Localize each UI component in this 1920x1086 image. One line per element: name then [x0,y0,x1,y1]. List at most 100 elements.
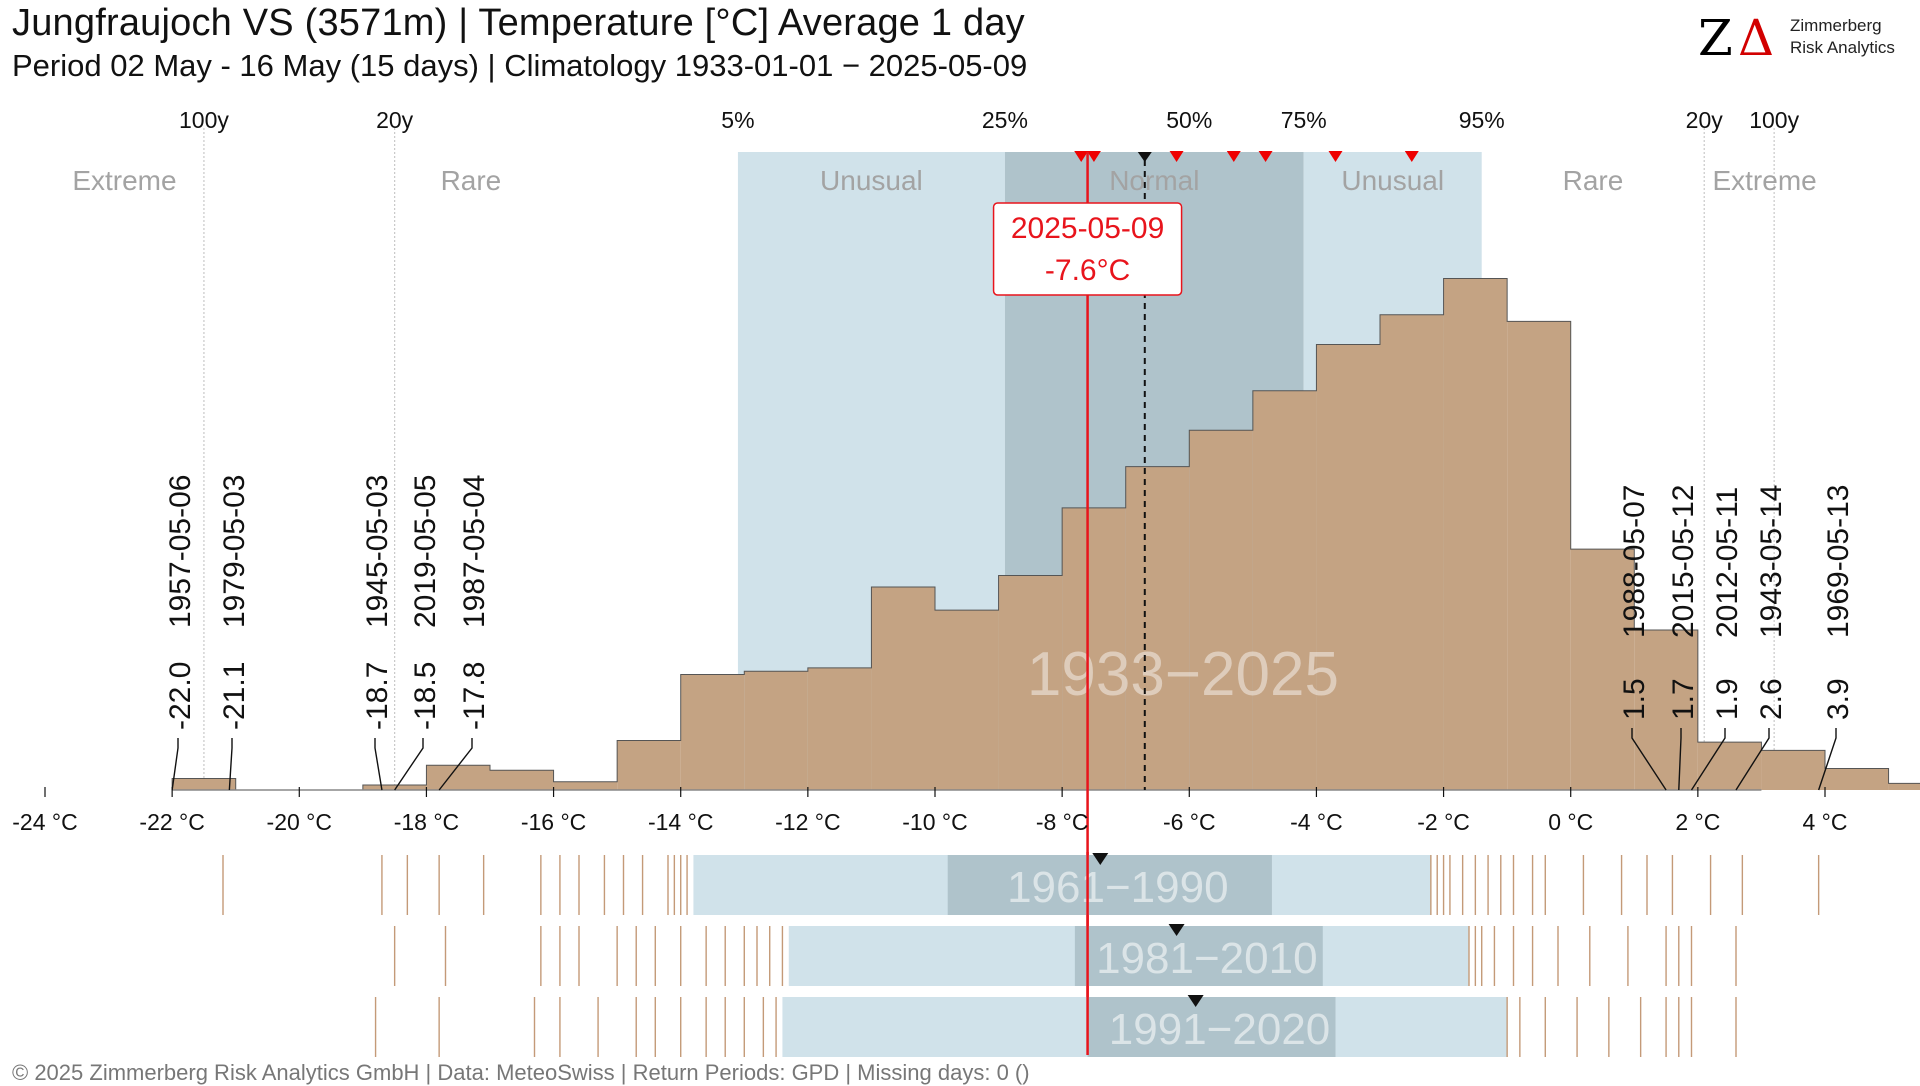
histogram-bar [1125,466,1190,790]
period-label: 1961−1990 [1007,863,1228,912]
recent-day-marker [1226,151,1241,162]
footer-credits: © 2025 Zimmerberg Risk Analytics GmbH | … [12,1060,1030,1085]
extreme-low-date: 1957-05-06 [164,475,197,628]
histogram-bar [490,770,554,790]
percentile-tick-label: 100y [179,107,229,133]
percentile-tick-label: 50% [1166,107,1212,133]
histogram-bar [1062,507,1126,790]
extreme-high-leader [1735,728,1770,791]
chart-subtitle: Period 02 May - 16 May (15 days) | Clima… [12,48,1028,83]
histogram-bar [871,587,935,790]
extreme-high-value: 3.9 [1822,678,1855,720]
histogram-bar [1316,344,1380,790]
extreme-high-date: 1969-05-13 [1822,485,1855,638]
x-axis-tick-label: -24 °C [12,809,77,835]
extreme-low-value: -18.5 [409,662,442,730]
histogram-bar [426,765,490,790]
extreme-high-date: 2012-05-11 [1711,487,1744,638]
extreme-low-leader [374,738,383,791]
histogram-bar [553,781,618,790]
extreme-high-value: 1.5 [1618,678,1651,720]
period-label: 1981−2010 [1096,934,1317,983]
recent-day-marker [1404,151,1419,162]
x-axis-tick-label: -18 °C [394,809,459,835]
company-logo: Z Δ Zimmerberg Risk Analytics [1698,12,1898,64]
recent-day-marker [1074,151,1089,162]
period-median-marker [1187,995,1204,1007]
x-axis-tick-label: 4 °C [1803,809,1848,835]
x-axis-tick-label: 2 °C [1675,809,1720,835]
period-strip-3: 1991−2020 [374,995,1737,1057]
zone-label-rare: Rare [1563,165,1624,196]
histogram-bar [1189,430,1253,790]
period-normal-band [1074,926,1323,986]
logo-delta-mark: Δ [1738,9,1775,67]
period-median-marker [1168,924,1185,936]
extreme-high-value: 1.7 [1667,678,1700,720]
recent-day-marker [1086,151,1101,162]
extreme-high-leader [1690,728,1726,791]
extreme-low-date: 1945-05-03 [361,475,394,628]
zone-label-extreme: Extreme [72,165,176,196]
extreme-low-value: -21.1 [218,662,251,730]
extreme-low-leader [228,738,233,791]
zone-label-normal: Normal [1109,165,1199,196]
x-axis-tick-label: 0 °C [1548,809,1593,835]
chart-title: Jungfraujoch VS (3571m) | Temperature [°… [12,2,1025,44]
period-median-marker [1092,853,1109,865]
zone-label-unusual: Unusual [1341,165,1444,196]
extreme-high-value: 2.6 [1755,678,1788,720]
extreme-low-leader [438,738,473,791]
extreme-low-date: 2019-05-05 [409,475,442,628]
median-marker [1137,152,1152,162]
histogram-outline [171,278,1920,791]
extreme-high-date: 1988-05-07 [1618,485,1651,638]
period-label: 1991−2020 [1109,1005,1330,1054]
recent-day-marker [1169,151,1184,162]
x-axis-tick-label: -16 °C [521,809,586,835]
extreme-high-value: 1.9 [1711,678,1744,720]
period-strip-1: 1961−1990 [222,853,1820,915]
histogram-bar [998,575,1063,790]
percentile-tick-label: 95% [1459,107,1505,133]
extreme-high-date: 1943-05-14 [1755,485,1788,638]
extreme-low-leader [394,738,424,791]
percentile-tick-label: 25% [982,107,1028,133]
extreme-high-leader [1631,728,1667,791]
percentile-tick-label: 5% [721,107,754,133]
x-axis-tick-label: -4 °C [1290,809,1343,835]
extreme-high-leader [1817,728,1837,791]
logo-name: Zimmerberg [1790,16,1882,35]
histogram-bar [1825,768,1889,790]
histogram-bar [680,674,745,790]
extreme-low-date: 1987-05-04 [458,475,491,628]
percentile-tick-label: 20y [1686,107,1724,133]
histogram-bar [1507,321,1571,790]
histogram-bar [1570,549,1635,790]
x-axis-tick-label: -12 °C [775,809,840,835]
x-axis-tick-label: -8 °C [1036,809,1089,835]
extreme-low-value: -17.8 [458,662,491,730]
x-axis-tick-label: -20 °C [267,809,332,835]
zone-label-extreme: Extreme [1712,165,1816,196]
histogram-bar [1761,750,1825,790]
extreme-low-leader [171,738,179,791]
x-axis-tick-label: -14 °C [648,809,713,835]
histogram-bar [362,785,427,790]
histogram-period-label: 1933−2025 [1027,640,1339,709]
histogram-bar [807,667,872,790]
histogram-bar [935,610,999,790]
histogram-bar [617,740,681,790]
x-axis-tick-label: -10 °C [902,809,967,835]
current-value-label: -7.6°C [1045,254,1130,287]
logo-z-mark: Z [1698,9,1733,67]
period-normal-band [947,855,1272,915]
histogram-bar [1380,314,1444,790]
zone-label-unusual: Unusual [820,165,923,196]
x-axis-tick-label: -22 °C [139,809,204,835]
histogram-bar [1252,390,1317,790]
extreme-high-date: 2015-05-12 [1667,485,1700,638]
logo-subtitle: Risk Analytics [1790,38,1895,57]
histogram-bar [1634,629,1698,790]
